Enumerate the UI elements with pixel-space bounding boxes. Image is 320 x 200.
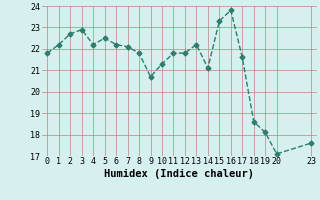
X-axis label: Humidex (Indice chaleur): Humidex (Indice chaleur) [104,169,254,179]
